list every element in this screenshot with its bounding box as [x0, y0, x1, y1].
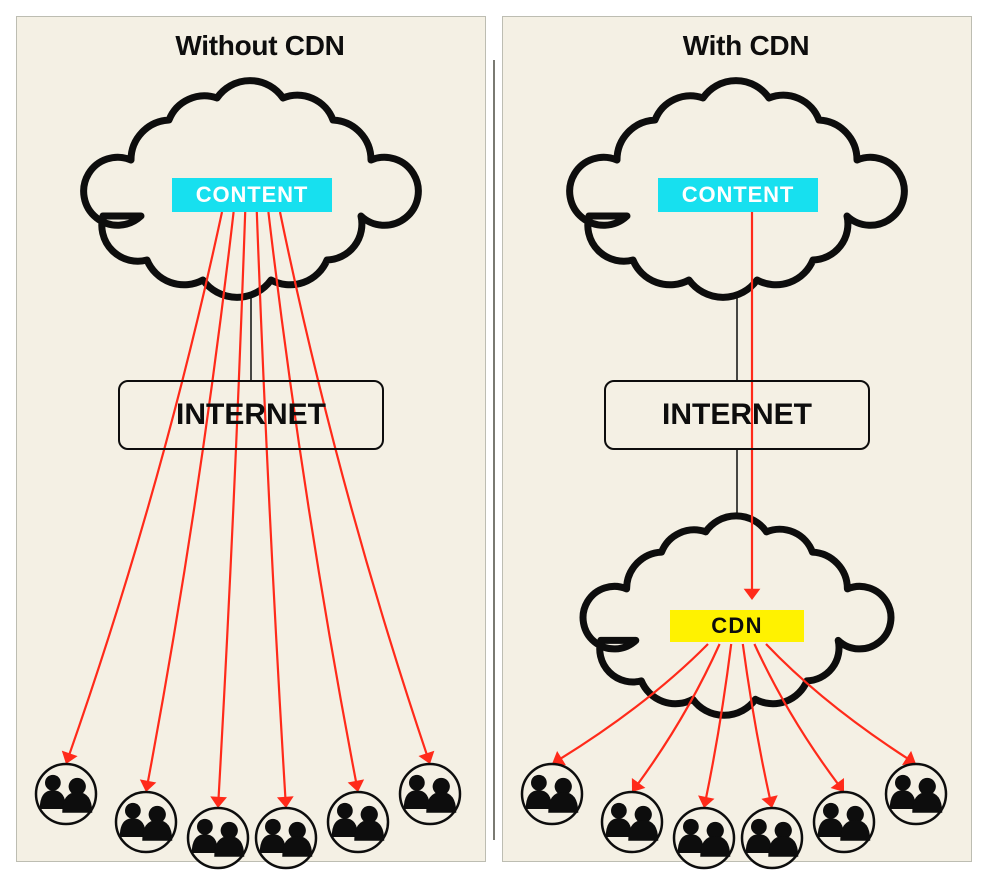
- left-internet-box: INTERNET: [118, 380, 384, 450]
- left-content-badge: CONTENT: [172, 178, 332, 212]
- right-cdn-badge: CDN: [670, 610, 804, 642]
- right-title: With CDN: [596, 30, 896, 62]
- left-title: Without CDN: [110, 30, 410, 62]
- right-content-badge: CONTENT: [658, 178, 818, 212]
- right-internet-box: INTERNET: [604, 380, 870, 450]
